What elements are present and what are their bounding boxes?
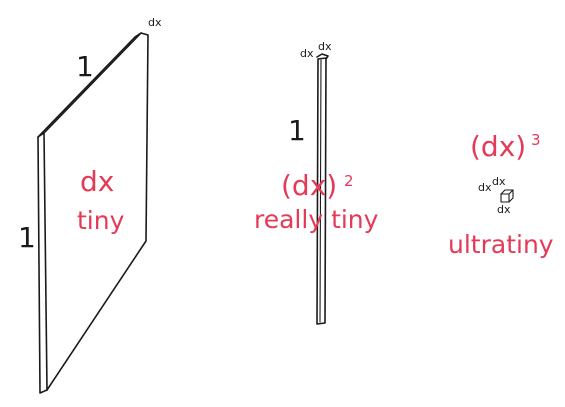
cube-volume-label: (dx) [470,130,527,163]
sheet-left-side-label: 1 [18,221,36,254]
sheet-top-side-label: 1 [76,50,94,83]
rod-top-cap [316,53,329,60]
rod-volume-label: (dx) [281,169,338,202]
rod-body [316,57,327,325]
sheet-corner-mark [134,33,141,38]
cube-size-caption: ultratiny [448,230,554,259]
cube-depth-label: dx [497,203,511,216]
cube-shape [500,189,514,203]
rod-length-label: 1 [288,114,306,147]
cube-top-face [500,189,514,195]
sheet-front-face [43,32,149,391]
rod-size-caption: really tiny [254,205,379,234]
cube-volume-exponent: 3 [531,131,541,149]
rod-inner-edge [319,59,322,323]
cube-height-label: dx [492,175,506,188]
rod-shape [316,53,329,325]
rod-depth-label: dx [318,40,332,53]
sheet-volume-label: dx [80,165,115,198]
sheet-shape [37,32,149,394]
cube-width-label: dx [478,181,492,194]
rod-volume-exponent: 2 [344,172,354,190]
cube-side-face [508,189,514,203]
cube-front-face [500,193,510,203]
sheet-thickness-label: dx [148,16,162,29]
sheet-size-caption: tiny [77,206,125,235]
rod-width-label: dx [300,47,314,60]
